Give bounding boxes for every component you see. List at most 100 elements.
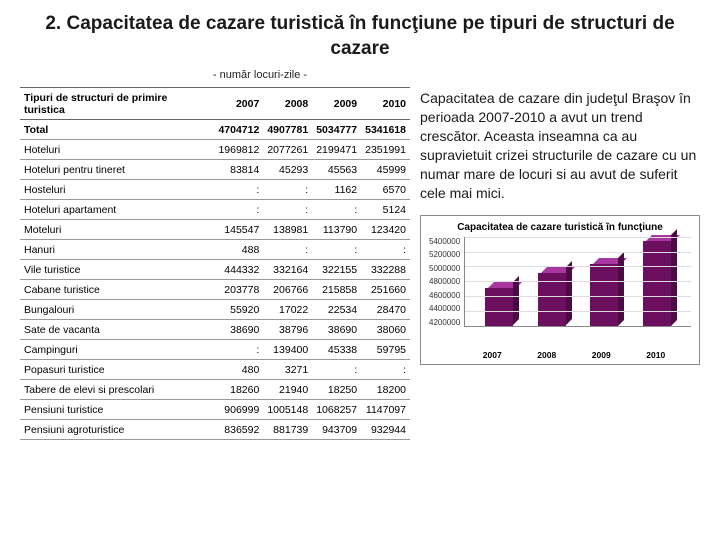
table-row: Vile turistice444332332164322155332288 [20, 260, 410, 280]
chart-plot [464, 237, 691, 327]
cell-value: 1147097 [361, 400, 410, 420]
row-label: Sate de vacanta [20, 320, 214, 340]
chart-bar [485, 288, 513, 325]
row-label: Hoteluri [20, 140, 214, 160]
cell-value: : [214, 200, 263, 220]
row-label: Vile turistice [20, 260, 214, 280]
cell-value: 5341618 [361, 120, 410, 140]
cell-value: : [312, 200, 361, 220]
cell-value: 1969812 [214, 140, 263, 160]
row-label: Pensiuni agroturistice [20, 420, 214, 440]
header-year: 2008 [263, 88, 312, 120]
row-label: Hosteluri [20, 180, 214, 200]
cell-value: 83814 [214, 160, 263, 180]
row-label: Cabane turistice [20, 280, 214, 300]
row-label: Total [20, 120, 214, 140]
cell-value: 836592 [214, 420, 263, 440]
x-tick-label: 2009 [592, 350, 611, 360]
grid-line [465, 252, 691, 253]
table-row: Tabere de elevi si prescolari18260219401… [20, 380, 410, 400]
cell-value: 6570 [361, 180, 410, 200]
cell-value: 4704712 [214, 120, 263, 140]
x-tick-label: 2010 [646, 350, 665, 360]
cell-value: 17022 [263, 300, 312, 320]
cell-value: 45293 [263, 160, 312, 180]
chart-y-axis: 5400000520000050000004800000460000044000… [429, 237, 464, 327]
header-year: 2007 [214, 88, 263, 120]
row-label: Hanuri [20, 240, 214, 260]
table-body: Total4704712490778150347775341618Hotelur… [20, 120, 410, 440]
cell-value: 28470 [361, 300, 410, 320]
cell-value: 123420 [361, 220, 410, 240]
cell-value: 18200 [361, 380, 410, 400]
table-header-row: Tipuri de structuri de primire turistica… [20, 88, 410, 120]
x-tick-label: 2007 [483, 350, 502, 360]
table-container: Tipuri de structuri de primire turistica… [20, 87, 410, 440]
cell-value: 59795 [361, 340, 410, 360]
table-row: Hoteluri pentru tineret83814452934556345… [20, 160, 410, 180]
cell-value: 45338 [312, 340, 361, 360]
chart-area: 5400000520000050000004800000460000044000… [429, 237, 691, 347]
cell-value: 139400 [263, 340, 312, 360]
cell-value: 38690 [312, 320, 361, 340]
cell-value: 906999 [214, 400, 263, 420]
table-row: Hoteluri apartament:::5124 [20, 200, 410, 220]
table-row: Moteluri145547138981113790123420 [20, 220, 410, 240]
header-label: Tipuri de structuri de primire turistica [20, 88, 214, 120]
header-year: 2010 [361, 88, 410, 120]
cell-value: 138981 [263, 220, 312, 240]
grid-line [465, 311, 691, 312]
cell-value: 1068257 [312, 400, 361, 420]
cell-value: 2199471 [312, 140, 361, 160]
cell-value: 38060 [361, 320, 410, 340]
cell-value: : [214, 180, 263, 200]
table-row: Pensiuni turistice9069991005148106825711… [20, 400, 410, 420]
cell-value: 251660 [361, 280, 410, 300]
y-tick-label: 4200000 [429, 318, 460, 327]
x-tick-label: 2008 [537, 350, 556, 360]
table-row: Hanuri488::: [20, 240, 410, 260]
grid-line [465, 281, 691, 282]
y-tick-label: 5200000 [429, 250, 460, 259]
cell-value: 203778 [214, 280, 263, 300]
cell-value: 332288 [361, 260, 410, 280]
cell-value: 480 [214, 360, 263, 380]
cell-value: 206766 [263, 280, 312, 300]
grid-line [465, 266, 691, 267]
cell-value: 322155 [312, 260, 361, 280]
table-row: Sate de vacanta38690387963869038060 [20, 320, 410, 340]
cell-value: 22534 [312, 300, 361, 320]
subtitle-units: - număr locuri-zile - [0, 69, 700, 81]
cell-value: : [214, 340, 263, 360]
table-row: Hoteluri1969812207726121994712351991 [20, 140, 410, 160]
cell-value: 332164 [263, 260, 312, 280]
right-column: Capacitatea de cazare din judeţul Braşov… [420, 87, 700, 440]
table-row: Bungalouri55920170222253428470 [20, 300, 410, 320]
cell-value: 45999 [361, 160, 410, 180]
grid-line [465, 237, 691, 238]
cell-value: 881739 [263, 420, 312, 440]
cell-value: 215858 [312, 280, 361, 300]
table-row: Hosteluri::11626570 [20, 180, 410, 200]
cell-value: 18260 [214, 380, 263, 400]
page-title: 2. Capacitatea de cazare turistică în fu… [20, 12, 700, 61]
cell-value: 444332 [214, 260, 263, 280]
y-tick-label: 4400000 [429, 304, 460, 313]
chart-bar [590, 264, 618, 326]
row-label: Hoteluri apartament [20, 200, 214, 220]
chart-bar [643, 241, 671, 326]
grid-line [465, 296, 691, 297]
table-row: Cabane turistice203778206766215858251660 [20, 280, 410, 300]
cell-value: 38796 [263, 320, 312, 340]
chart-title: Capacitatea de cazare turistică în funcţ… [429, 222, 691, 233]
chart-x-axis: 2007 2008 2009 2010 [429, 347, 691, 360]
header-year: 2009 [312, 88, 361, 120]
cell-value: 2077261 [263, 140, 312, 160]
cell-value: : [263, 200, 312, 220]
cell-value: 55920 [214, 300, 263, 320]
y-tick-label: 5400000 [429, 237, 460, 246]
cell-value: 943709 [312, 420, 361, 440]
cell-value: 1162 [312, 180, 361, 200]
cell-value: 932944 [361, 420, 410, 440]
cell-value: 2351991 [361, 140, 410, 160]
